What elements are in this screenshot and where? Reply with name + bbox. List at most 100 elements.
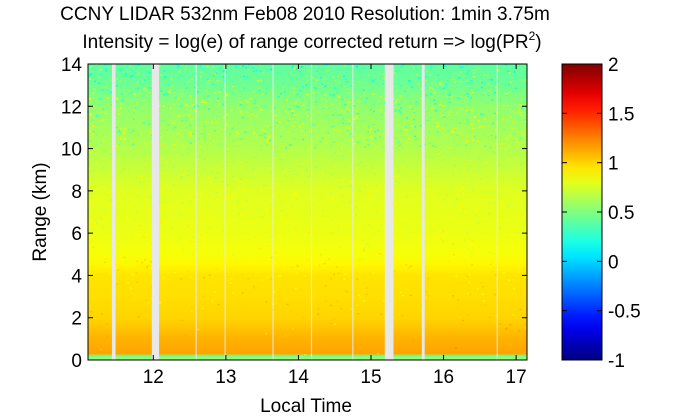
- noise-speck: [129, 91, 132, 93]
- noise-speck: [480, 178, 483, 180]
- noise-speck: [442, 113, 445, 116]
- noise-speck: [163, 80, 166, 82]
- noise-speck: [299, 86, 302, 88]
- noise-speck: [182, 249, 185, 252]
- noise-speck: [328, 258, 330, 260]
- noise-speck: [492, 356, 495, 359]
- noise-speck: [453, 157, 456, 160]
- noise-speck: [104, 86, 107, 88]
- noise-speck: [138, 225, 141, 227]
- noise-speck: [137, 316, 140, 318]
- noise-speck: [265, 244, 268, 247]
- noise-speck: [237, 132, 240, 135]
- noise-speck: [519, 137, 522, 140]
- noise-speck: [108, 191, 111, 194]
- noise-speck: [221, 84, 224, 87]
- colorbar-tick-label: 1: [608, 154, 619, 175]
- noise-speck: [357, 137, 360, 139]
- noise-speck: [498, 86, 501, 88]
- y-tick-label: 0: [71, 351, 82, 372]
- noise-speck: [382, 177, 385, 179]
- noise-speck: [323, 263, 326, 265]
- noise-speck: [396, 83, 399, 85]
- noise-speck: [493, 82, 496, 85]
- noise-speck: [127, 282, 130, 284]
- noise-speck: [130, 132, 132, 134]
- noise-speck: [284, 247, 287, 249]
- noise-speck: [273, 235, 275, 237]
- noise-speck: [255, 68, 258, 70]
- noise-speck: [265, 87, 268, 89]
- noise-speck: [477, 150, 480, 153]
- noise-speck: [479, 80, 481, 83]
- noise-speck: [393, 175, 396, 178]
- noise-speck: [96, 243, 99, 245]
- noise-speck: [241, 245, 243, 247]
- noise-speck: [457, 281, 460, 284]
- noise-speck: [89, 170, 92, 172]
- noise-speck: [477, 170, 480, 173]
- noise-speck: [105, 323, 108, 326]
- noise-speck: [309, 83, 311, 86]
- noise-speck: [102, 108, 105, 111]
- noise-speck: [234, 257, 237, 259]
- noise-speck: [354, 135, 357, 137]
- noise-speck: [522, 216, 525, 218]
- noise-speck: [208, 79, 211, 82]
- noise-speck: [291, 66, 293, 69]
- noise-speck: [519, 144, 522, 147]
- noise-speck: [193, 86, 196, 89]
- noise-speck: [495, 245, 498, 248]
- noise-speck: [314, 129, 317, 131]
- noise-speck: [437, 74, 440, 77]
- noise-speck: [504, 92, 507, 95]
- noise-speck: [204, 138, 207, 140]
- noise-speck: [121, 99, 124, 102]
- noise-speck: [210, 341, 213, 344]
- noise-speck: [405, 117, 408, 119]
- noise-speck: [451, 173, 454, 176]
- noise-speck: [179, 319, 182, 321]
- noise-speck: [508, 83, 511, 86]
- noise-speck: [269, 139, 271, 142]
- noise-speck: [235, 257, 238, 260]
- noise-speck: [165, 130, 168, 133]
- noise-speck: [128, 146, 131, 148]
- noise-speck: [276, 172, 279, 174]
- noise-speck: [400, 123, 403, 125]
- noise-speck: [215, 147, 218, 150]
- noise-speck: [411, 108, 414, 110]
- noise-speck: [413, 118, 416, 121]
- noise-speck: [449, 94, 452, 97]
- noise-speck: [175, 173, 177, 175]
- noise-speck: [108, 246, 111, 248]
- noise-speck: [263, 205, 266, 207]
- noise-speck: [290, 311, 293, 313]
- noise-speck: [96, 64, 99, 66]
- noise-speck: [355, 214, 358, 216]
- noise-speck: [408, 81, 410, 83]
- noise-speck: [123, 199, 125, 201]
- noise-speck: [366, 139, 369, 141]
- noise-speck: [282, 160, 284, 163]
- noise-speck: [311, 123, 314, 125]
- noise-speck: [128, 206, 131, 208]
- noise-speck: [372, 93, 375, 96]
- noise-speck: [449, 114, 452, 116]
- noise-speck: [211, 185, 214, 188]
- noise-speck: [510, 222, 513, 224]
- noise-speck: [374, 131, 376, 133]
- noise-speck: [506, 137, 509, 140]
- noise-speck: [259, 247, 262, 250]
- noise-speck: [188, 69, 191, 71]
- noise-speck: [453, 164, 456, 167]
- noise-speck: [217, 251, 220, 253]
- noise-speck: [272, 111, 275, 114]
- noise-speck: [461, 172, 464, 174]
- noise-speck: [183, 132, 186, 134]
- noise-speck: [291, 110, 294, 112]
- noise-speck: [305, 179, 308, 181]
- noise-speck: [436, 125, 439, 128]
- noise-speck: [220, 67, 222, 69]
- noise-speck: [519, 308, 522, 311]
